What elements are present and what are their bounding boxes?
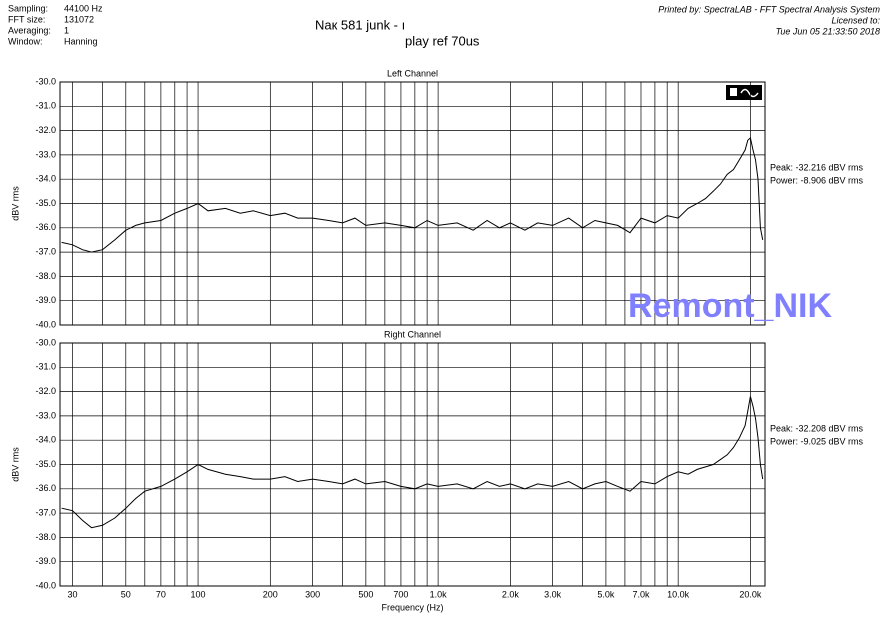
x-tick-label: 3.0k <box>544 589 562 599</box>
print-date: Tue Jun 05 21:33:50 2018 <box>776 26 880 36</box>
x-tick-label: 100 <box>191 589 206 599</box>
x-tick-label: 30 <box>68 589 78 599</box>
y-tick-label: -36.0 <box>35 483 56 493</box>
x-tick-label: 70 <box>156 589 166 599</box>
licensed-to: Licensed to: <box>831 15 880 25</box>
chart-title: Left Channel <box>387 68 438 78</box>
y-tick-label: -30.0 <box>35 337 56 347</box>
y-axis-label: dBV rms <box>10 186 20 221</box>
x-tick-label: 10.0k <box>667 589 690 599</box>
y-tick-label: -38.0 <box>35 532 56 542</box>
y-tick-label: -37.0 <box>35 507 56 517</box>
y-tick-label: -39.0 <box>35 556 56 566</box>
setting-key: Averaging: <box>8 25 51 35</box>
setting-value: 1 <box>64 25 69 35</box>
setting-value: Hanning <box>64 36 98 46</box>
x-tick-label: 50 <box>121 589 131 599</box>
icon-part <box>730 88 737 96</box>
y-tick-label: -38.0 <box>35 271 56 281</box>
watermark: Remont_NIK <box>628 287 832 325</box>
x-tick-label: 300 <box>305 589 320 599</box>
chart-title: Right Channel <box>384 329 441 339</box>
y-tick-label: -37.0 <box>35 246 56 256</box>
x-tick-label: 700 <box>393 589 408 599</box>
annotation: Power: -9.025 dBV rms <box>770 436 864 446</box>
setting-key: FFT size: <box>8 14 45 24</box>
y-tick-label: -33.0 <box>35 149 56 159</box>
x-tick-label: 20.0k <box>739 589 762 599</box>
y-tick-label: -31.0 <box>35 362 56 372</box>
printed-by: Printed by: SpectraLAB - FFT Spectral An… <box>658 4 880 14</box>
y-axis-label: dBV rms <box>10 447 20 482</box>
spectrum-line <box>61 136 764 253</box>
y-tick-label: -35.0 <box>35 459 56 469</box>
annotation: Power: -8.906 dBV rms <box>770 175 864 185</box>
y-tick-label: -40.0 <box>35 319 56 329</box>
plot-frame <box>59 342 766 587</box>
plot-frame <box>59 81 766 326</box>
x-tick-label: 2.0k <box>502 589 520 599</box>
y-tick-label: -39.0 <box>35 295 56 305</box>
x-tick-label: 7.0k <box>632 589 650 599</box>
x-tick-label: 500 <box>358 589 373 599</box>
y-tick-label: -34.0 <box>35 435 56 445</box>
annotation: Peak: -32.216 dBV rms <box>770 162 864 172</box>
title: Nак 581 junk - ı <box>315 17 405 32</box>
setting-key: Window: <box>8 36 43 46</box>
y-tick-label: -31.0 <box>35 101 56 111</box>
y-tick-label: -30.0 <box>35 76 56 86</box>
y-tick-label: -32.0 <box>35 386 56 396</box>
title: play ref 70us <box>405 33 480 48</box>
x-tick-label: 1.0k <box>430 589 448 599</box>
y-tick-label: -32.0 <box>35 125 56 135</box>
setting-value: 131072 <box>64 14 94 24</box>
y-tick-label: -34.0 <box>35 174 56 184</box>
y-tick-label: -40.0 <box>35 580 56 590</box>
y-tick-label: -35.0 <box>35 198 56 208</box>
x-tick-label: 5.0k <box>597 589 615 599</box>
y-tick-label: -36.0 <box>35 222 56 232</box>
setting-key: Sampling: <box>8 3 48 13</box>
x-tick-label: 200 <box>263 589 278 599</box>
spectrum-line <box>61 396 764 529</box>
x-axis-label: Frequency (Hz) <box>381 602 443 612</box>
legend-icon <box>726 85 762 100</box>
icon-part <box>740 88 759 98</box>
setting-value: 44100 Hz <box>64 3 103 13</box>
y-tick-label: -33.0 <box>35 410 56 420</box>
annotation: Peak: -32.208 dBV rms <box>770 423 864 433</box>
